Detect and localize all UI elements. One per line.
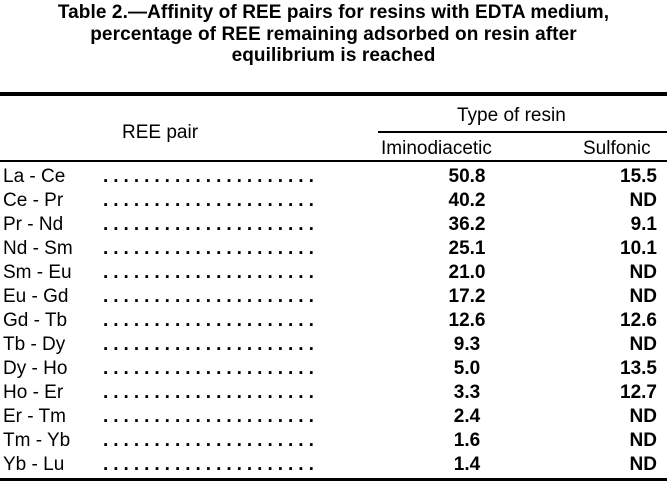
dot-leader: ........................................…	[103, 262, 318, 283]
caption-line-2: percentage of REE remaining adsorbed on …	[90, 23, 577, 45]
sulfonic-cell: ND	[629, 406, 657, 427]
iminodiacetic-cell: 40.2	[448, 190, 486, 211]
table-row: Tm - Yb ................................…	[0, 430, 667, 454]
dot-leader: ........................................…	[103, 430, 318, 451]
table-row: Gd - Tb ................................…	[0, 310, 667, 334]
dot-leader: ........................................…	[103, 166, 318, 187]
column-header-iminodiacetic: Iminodiacetic	[381, 138, 492, 159]
table-row: Eu - Gd ................................…	[0, 286, 667, 310]
ree-pair-cell: La - Ce	[3, 166, 66, 187]
ree-pair-cell: Tm - Yb	[3, 430, 71, 451]
dot-leader: ........................................…	[103, 454, 318, 475]
sulfonic-cell: ND	[629, 334, 657, 355]
ree-pair-cell: Tb - Dy	[3, 334, 66, 355]
resin-group-rule	[378, 131, 667, 133]
iminodiacetic-cell: 12.6	[448, 310, 486, 331]
iminodiacetic-cell: 3.3	[453, 382, 481, 403]
sulfonic-cell: 13.5	[620, 358, 657, 379]
ree-pair-cell: Yb - Lu	[3, 454, 65, 475]
dot-leader: ........................................…	[103, 286, 318, 307]
sulfonic-cell: 12.7	[620, 382, 657, 403]
sulfonic-cell: 9.1	[630, 214, 657, 235]
table-row: Ce - Pr ................................…	[0, 190, 667, 214]
ree-pair-cell: Dy - Ho	[3, 358, 68, 379]
dot-leader: ........................................…	[103, 358, 318, 379]
dot-leader: ........................................…	[103, 406, 318, 427]
table-row: Er - Tm ................................…	[0, 406, 667, 430]
dot-leader: ........................................…	[103, 190, 318, 211]
dot-leader: ........................................…	[103, 310, 318, 331]
sulfonic-cell: ND	[629, 262, 657, 283]
table-row: Ho - Er ................................…	[0, 382, 667, 406]
caption-line-1: Table 2.—Affinity of REE pairs for resin…	[57, 2, 610, 23]
iminodiacetic-cell: 21.0	[448, 262, 486, 283]
ree-pair-cell: Er - Tm	[3, 406, 66, 427]
caption-line-3: equilibrium is reached	[231, 45, 436, 66]
ree-pair-cell: Pr - Nd	[3, 214, 64, 235]
table-bottom-rule	[0, 478, 667, 481]
column-group-header-type-of-resin: Type of resin	[457, 105, 566, 126]
iminodiacetic-cell: 1.4	[453, 454, 481, 475]
table-body: La - Ce ................................…	[0, 166, 667, 478]
table-row: Yb - Lu ................................…	[0, 454, 667, 478]
iminodiacetic-cell: 9.3	[453, 334, 481, 355]
iminodiacetic-cell: 5.0	[453, 358, 481, 379]
sulfonic-cell: 10.1	[620, 238, 657, 259]
ree-pair-cell: Gd - Tb	[3, 310, 68, 331]
sulfonic-cell: ND	[629, 190, 657, 211]
iminodiacetic-cell: 17.2	[448, 286, 486, 307]
iminodiacetic-cell: 25.1	[448, 238, 486, 259]
ree-pair-cell: Nd - Sm	[3, 238, 73, 259]
column-header-ree-pair: REE pair	[122, 122, 199, 143]
dot-leader: ........................................…	[103, 334, 318, 355]
dot-leader: ........................................…	[103, 214, 318, 235]
ree-pair-cell: Eu - Gd	[3, 286, 69, 307]
sulfonic-cell: ND	[629, 286, 657, 307]
table-caption: Table 2.—Affinity of REE pairs for resin…	[0, 2, 667, 67]
dot-leader: ........................................…	[103, 382, 318, 403]
sulfonic-cell: 15.5	[620, 166, 657, 187]
table-row: Tb - Dy ................................…	[0, 334, 667, 358]
sulfonic-cell: ND	[629, 430, 657, 451]
sulfonic-cell: ND	[629, 454, 657, 475]
header-bottom-rule	[0, 160, 667, 162]
column-header-sulfonic: Sulfonic	[583, 138, 651, 159]
table-row: Dy - Ho ................................…	[0, 358, 667, 382]
table-row: Sm - Eu ................................…	[0, 262, 667, 286]
table-row: La - Ce ................................…	[0, 166, 667, 190]
iminodiacetic-cell: 1.6	[453, 430, 481, 451]
ree-pair-cell: Ce - Pr	[3, 190, 64, 211]
ree-pair-cell: Sm - Eu	[3, 262, 72, 283]
iminodiacetic-cell: 50.8	[448, 166, 486, 187]
table-top-rule	[0, 92, 667, 96]
iminodiacetic-cell: 36.2	[448, 214, 486, 235]
table-row: Nd - Sm ................................…	[0, 238, 667, 262]
table-row: Pr - Nd ................................…	[0, 214, 667, 238]
sulfonic-cell: 12.6	[620, 310, 657, 331]
dot-leader: ........................................…	[103, 238, 318, 259]
iminodiacetic-cell: 2.4	[453, 406, 481, 427]
ree-pair-cell: Ho - Er	[3, 382, 64, 403]
